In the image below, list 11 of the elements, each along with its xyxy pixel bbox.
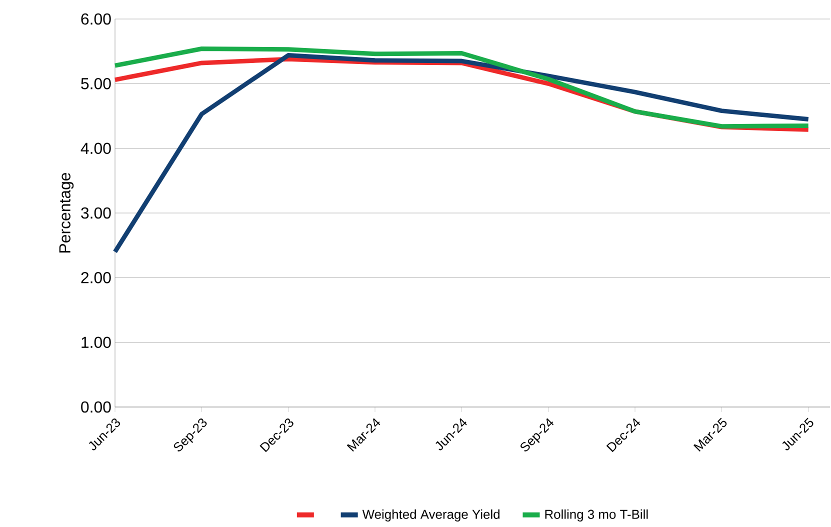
- y-tick-label: 3.00: [81, 207, 111, 219]
- legend-label: Weighted Average Yield: [362, 509, 500, 522]
- y-tick-label: 6.00: [81, 13, 111, 25]
- y-tick-label: 5.00: [81, 78, 111, 90]
- y-tick-label: 4.00: [80, 142, 111, 154]
- y-tick-label: 2.00: [81, 272, 111, 284]
- line-series: [112, 52, 811, 254]
- y-tick-label: 1.00: [82, 336, 111, 348]
- y-axis-title: Percentage: [59, 172, 74, 252]
- y-tick-label: 0.00: [81, 401, 111, 413]
- legend-label: Rolling 3 mo T-Bill: [545, 509, 648, 522]
